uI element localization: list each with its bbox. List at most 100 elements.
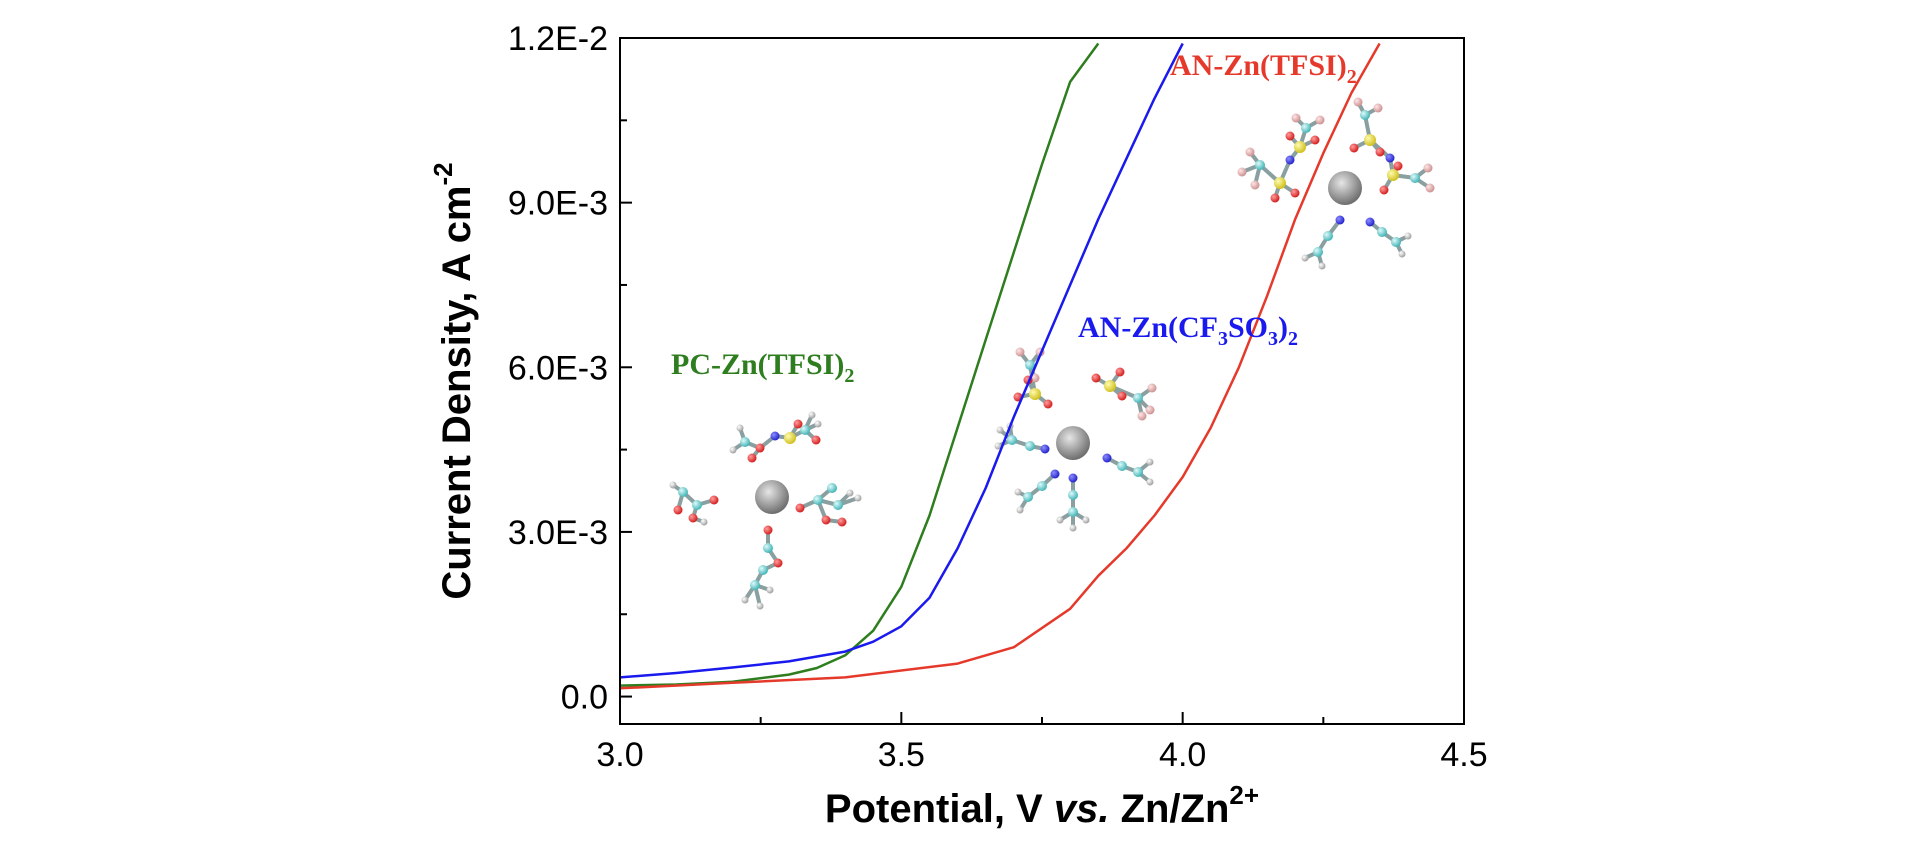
series-line-0 <box>620 42 1100 687</box>
series-label-2: AN-Zn(TFSI)2 <box>1170 49 1357 88</box>
atom-c <box>678 487 688 497</box>
atom-f <box>1353 97 1363 107</box>
atom-f <box>1315 115 1325 125</box>
atom-f <box>1137 411 1147 421</box>
atom-f <box>1425 183 1435 193</box>
x-axis-title: Potential, V vs. Zn/Zn2+ <box>825 780 1259 831</box>
atom-c <box>1117 461 1127 471</box>
atom-n <box>1102 453 1112 463</box>
x-tick-label: 3.5 <box>878 736 925 774</box>
y-tick-label: 6.0E-3 <box>508 349 608 387</box>
pc-zn-tfsi-complex <box>669 411 862 610</box>
atom-o <box>795 503 805 513</box>
atom-c <box>1133 393 1143 403</box>
atom-o <box>1310 135 1320 145</box>
an-zn-tfsi-complex <box>1237 97 1435 270</box>
atom-c <box>1037 481 1047 491</box>
atom-h <box>1146 458 1154 466</box>
atom-n <box>1040 444 1050 454</box>
atom-o <box>811 435 821 445</box>
atom-o <box>1290 188 1300 198</box>
atom-o <box>837 517 847 527</box>
atom-o <box>1270 193 1280 203</box>
atom-h <box>1016 506 1024 514</box>
atom-h <box>1014 488 1022 496</box>
atom-s <box>1294 141 1306 153</box>
atom-s <box>1364 134 1376 146</box>
atom-c <box>1023 492 1033 502</box>
atom-h <box>996 426 1004 434</box>
atom-h <box>736 424 744 432</box>
atom-f <box>1237 167 1247 177</box>
atom-h <box>1146 478 1154 486</box>
atom-h <box>1404 232 1412 240</box>
x-tick-label: 3.0 <box>596 736 643 774</box>
atom-h <box>854 494 862 502</box>
atom-o <box>773 558 783 568</box>
y-axis-title-superscript: -2 <box>428 162 458 185</box>
atom-c <box>827 483 837 493</box>
atom-o <box>1379 185 1389 195</box>
atom-o <box>673 505 683 515</box>
atom-f <box>1030 373 1040 383</box>
atom-c <box>1255 160 1265 170</box>
atom-f <box>1373 103 1383 113</box>
atom-c <box>1313 247 1323 257</box>
atom-c <box>1068 507 1078 517</box>
atom-n <box>1365 217 1375 227</box>
atom-c <box>750 580 760 590</box>
atom-c <box>1360 110 1370 120</box>
atom-o <box>763 525 773 535</box>
atom-s <box>784 432 796 444</box>
atom-c <box>758 565 768 575</box>
series-label-subscript: 3 <box>1218 328 1228 350</box>
atom-h <box>756 602 764 610</box>
atom-n <box>1050 469 1060 479</box>
atom-f <box>1147 383 1157 393</box>
atom-zn <box>755 480 789 514</box>
atom-h <box>1301 254 1309 262</box>
atom-o <box>1117 391 1127 401</box>
series-layer <box>620 42 1381 690</box>
atom-o <box>755 443 765 453</box>
atom-c <box>763 543 773 553</box>
atom-c <box>800 425 810 435</box>
atom-c <box>1068 490 1078 500</box>
atom-c <box>1377 227 1387 237</box>
molecular-structure-illustrations <box>669 97 1435 610</box>
series-label-0: PC-Zn(TFSI)2 <box>671 348 854 387</box>
series-label-subscript: 2 <box>844 365 854 387</box>
atom-s <box>1387 169 1399 181</box>
atom-h <box>766 586 774 594</box>
atom-c <box>1391 237 1401 247</box>
series-label-text: PC-Zn(TFSI) <box>671 348 844 381</box>
atom-h <box>814 420 822 428</box>
atom-c <box>1323 231 1333 241</box>
series-label-subscript: 3 <box>1268 328 1278 350</box>
atom-h <box>1318 262 1326 270</box>
x-tick-label: 4.0 <box>1159 736 1206 774</box>
y-axis-title: Current Density, A cm-2 <box>428 162 479 599</box>
series-line-2 <box>620 42 1381 690</box>
atom-f <box>1291 113 1301 123</box>
atom-s <box>1274 177 1286 189</box>
atom-n <box>1385 153 1395 163</box>
y-tick-label: 9.0E-3 <box>508 185 608 223</box>
atom-zn <box>1056 426 1090 460</box>
atom-h <box>1056 516 1064 524</box>
y-tick-label: 3.0E-3 <box>508 514 608 552</box>
plot-frame <box>619 37 1465 725</box>
atom-h <box>729 446 737 454</box>
atom-f <box>1423 163 1433 173</box>
x-axis-title-italic: vs. <box>1054 787 1110 831</box>
axis-ticks: 3.0 3.5 4.0 4.5 0.0 3.0E-3 6.0E-3 9.0E-3 1.2E-2 <box>508 20 1488 774</box>
x-axis-title-rest: Zn/Zn <box>1109 787 1229 831</box>
an-zn-cf3so3-complex <box>994 347 1157 532</box>
atom-o <box>1115 367 1125 377</box>
atom-f <box>1250 180 1260 190</box>
atom-c <box>1025 441 1035 451</box>
series-label-1: AN-Zn(CF3SO3)2 <box>1078 311 1298 350</box>
x-axis-title-main: Potential, V <box>825 787 1054 831</box>
atom-o <box>1091 373 1101 383</box>
